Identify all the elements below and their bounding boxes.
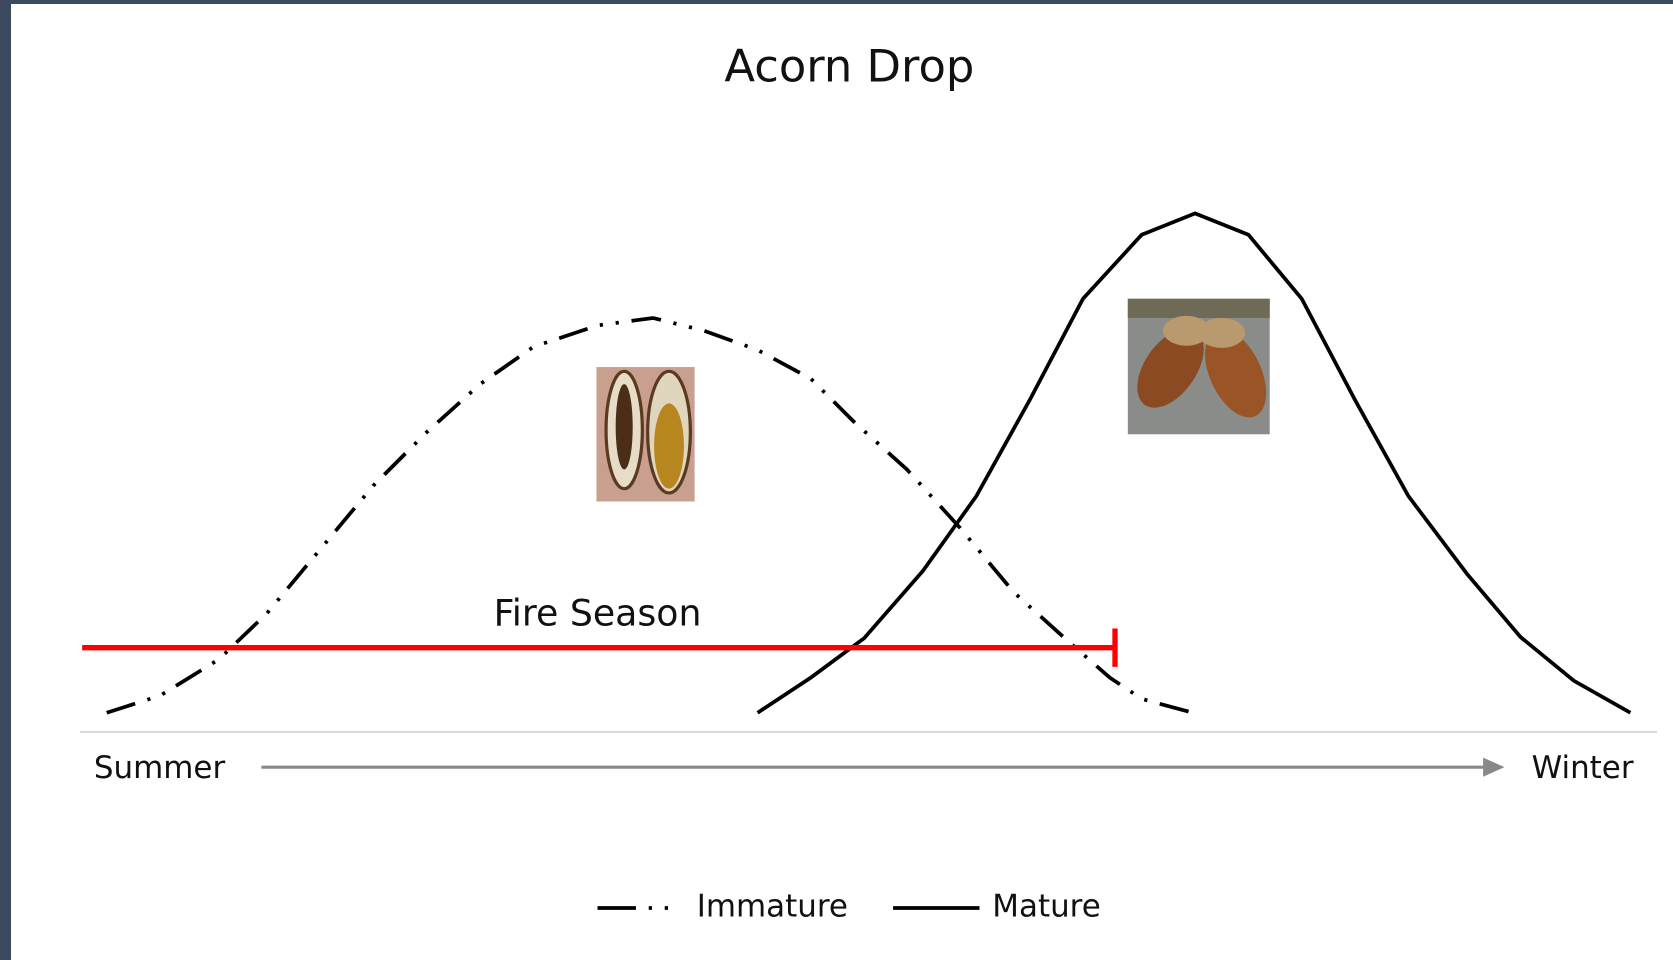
fire-season-label: Fire Season [494, 592, 702, 635]
immature-curve [106, 316, 1194, 715]
axis-end-label: Winter [1532, 750, 1634, 786]
diagram: Acorn Drop Fire Season Summer Winter Imm… [80, 39, 1658, 925]
background [11, 4, 1673, 960]
axis-start-label: Summer [94, 750, 226, 786]
mature-acorn-image [1127, 298, 1270, 435]
title: Acorn Drop [724, 39, 974, 92]
legend-mature-label: Mature [992, 889, 1100, 925]
mature-curve [756, 211, 1632, 715]
legend-immature-label: Immature [697, 889, 848, 925]
immature-acorn-image [596, 367, 695, 502]
time-arrow-head [1483, 757, 1505, 777]
